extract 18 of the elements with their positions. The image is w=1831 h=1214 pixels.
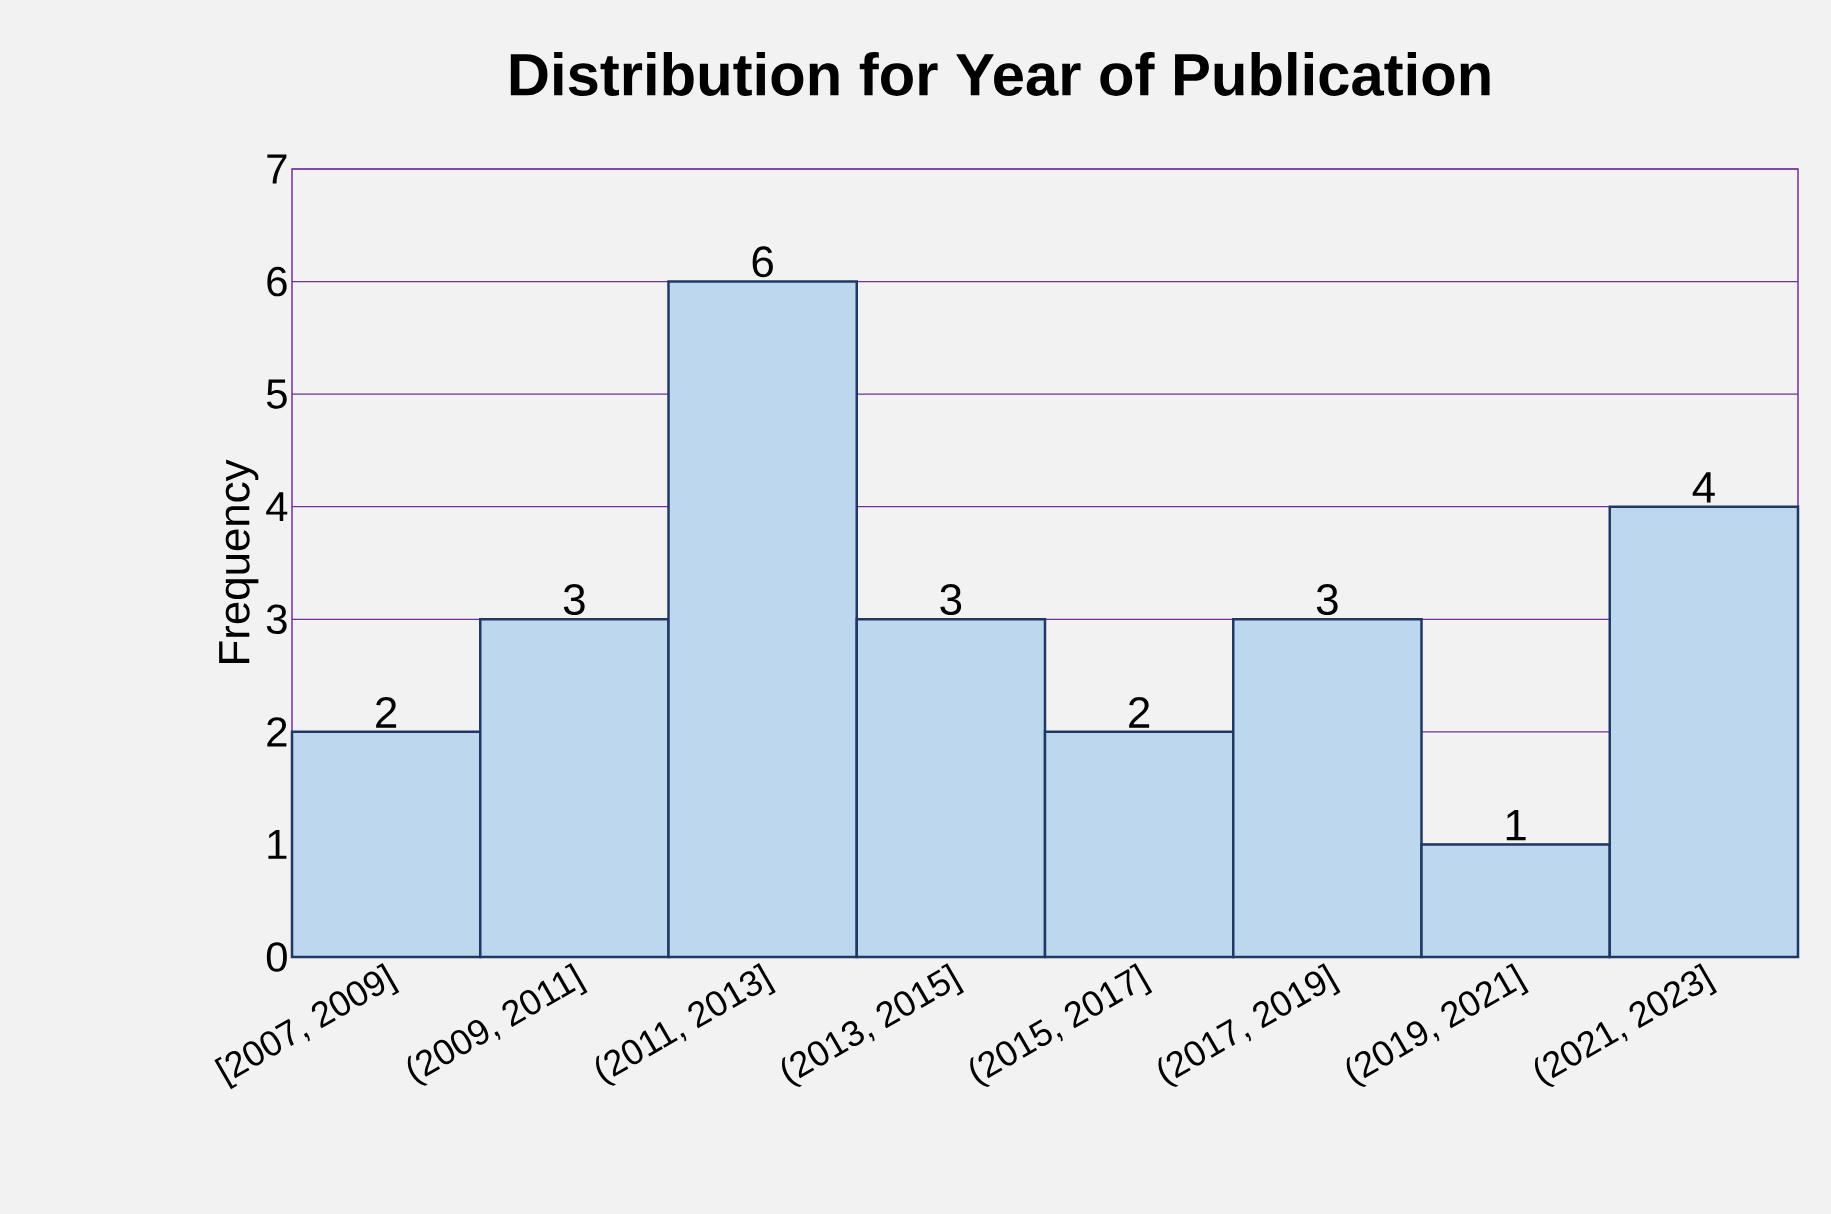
chart-title: Distribution for Year of Publication [510,52,1490,96]
data-label: 1 [1506,810,1526,841]
data-label: 3 [1316,584,1338,616]
y-tick-label: 0 [266,942,287,972]
y-axis-title: Frequency [219,459,259,663]
data-label: 4 [1692,472,1715,503]
y-tick-label: 6 [267,266,287,297]
data-label: 2 [1129,697,1150,728]
y-tick-label: 1 [268,830,287,859]
data-label: 3 [940,584,962,616]
y-tick-label: 3 [266,604,287,635]
y-tick-label: 5 [266,379,287,409]
data-label: 6 [752,246,773,278]
y-tick-label: 4 [266,492,288,522]
data-label: 2 [376,697,397,728]
y-tick-label: 7 [267,154,287,184]
y-tick-label: 2 [267,717,287,747]
data-label: 3 [563,584,585,616]
